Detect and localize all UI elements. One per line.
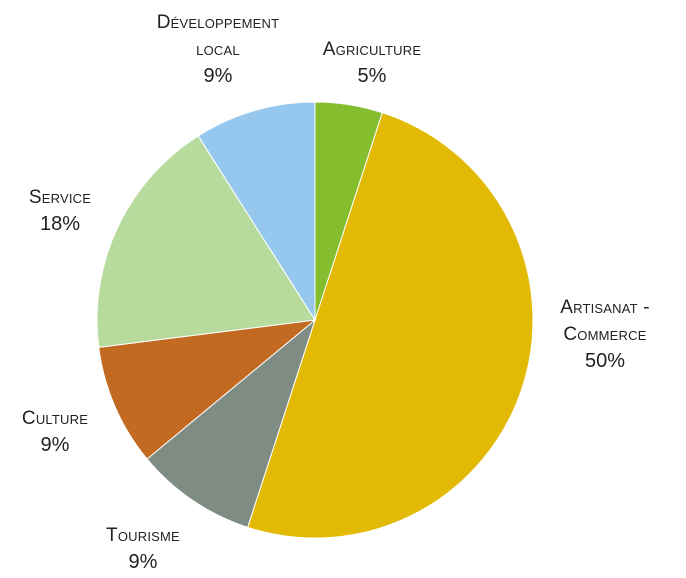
label-culture: Culture 9% [0, 405, 110, 459]
label-tourisme: Tourisme 9% [58, 522, 228, 576]
pie-slice-developpement-local [197, 101, 316, 322]
label-developpement-local-line2: local [196, 39, 240, 60]
label-developpement-local-line1: Développement [156, 12, 280, 33]
label-service: Service 18% [0, 184, 120, 238]
label-developpement-local: Développement local 9% [118, 9, 318, 90]
label-artisanat-commerce-line2: Commerce [563, 324, 647, 345]
pie-slice-culture [98, 319, 317, 460]
label-agriculture-value: 5% [357, 65, 387, 87]
label-agriculture: Agriculture 5% [292, 36, 452, 90]
label-service-name: Service [28, 187, 92, 208]
label-developpement-local-value: 9% [203, 65, 233, 87]
label-service-value: 18% [39, 213, 81, 235]
label-artisanat-commerce-line1: Artisanat - [560, 297, 650, 318]
label-tourisme-value: 9% [128, 551, 158, 573]
label-artisanat-commerce: Artisanat - Commerce 50% [530, 294, 680, 375]
label-culture-name: Culture [21, 408, 89, 429]
label-agriculture-name: Agriculture [322, 39, 422, 60]
pie-slice-service [96, 135, 316, 348]
label-culture-value: 9% [40, 434, 70, 456]
label-tourisme-name: Tourisme [106, 525, 180, 546]
pie-slice-artisanat-commerce [246, 112, 534, 539]
label-artisanat-commerce-value: 50% [584, 350, 626, 372]
pie-slice-tourisme [146, 318, 317, 528]
